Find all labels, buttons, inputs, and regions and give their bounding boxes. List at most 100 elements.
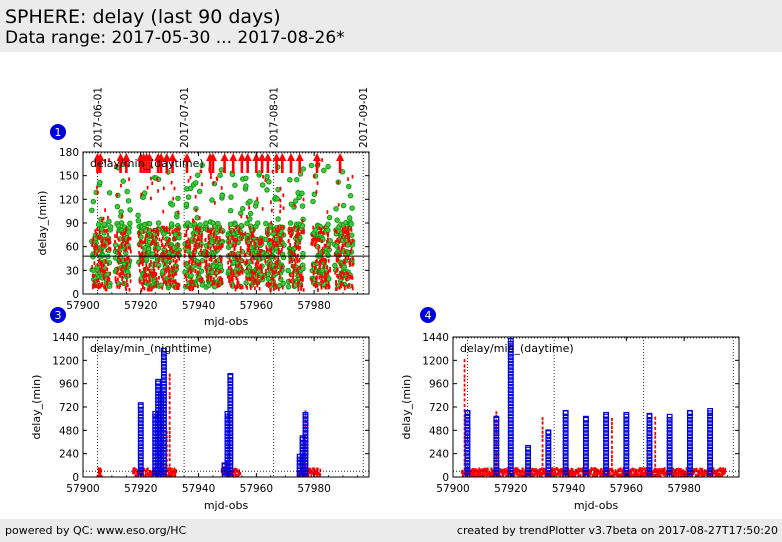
data-point <box>251 232 254 237</box>
data-point <box>344 255 347 260</box>
data-point <box>146 467 149 472</box>
data-point <box>97 249 100 253</box>
data-point <box>160 239 163 243</box>
data-point <box>686 420 693 427</box>
data-point <box>351 276 354 280</box>
data-point <box>160 420 167 427</box>
data-point <box>311 263 314 268</box>
data-point <box>634 471 637 475</box>
data-point <box>538 468 541 473</box>
data-point <box>525 466 532 473</box>
data-point <box>681 474 684 477</box>
data-point <box>328 284 331 289</box>
data-point <box>615 471 618 475</box>
data-point <box>175 265 178 270</box>
data-point <box>545 440 552 446</box>
data-point <box>137 466 144 473</box>
data-point <box>603 443 610 450</box>
data-point <box>227 240 230 245</box>
data-point <box>708 474 711 477</box>
data-point <box>324 258 327 263</box>
data-point <box>603 440 610 446</box>
data-point <box>279 186 282 191</box>
data-point <box>292 268 295 273</box>
data-point <box>152 239 155 244</box>
data-point <box>507 393 514 400</box>
data-point <box>310 474 313 477</box>
data-point <box>571 472 574 476</box>
data-point <box>293 252 295 256</box>
data-point <box>261 238 263 243</box>
data-point <box>121 277 124 282</box>
data-point <box>267 238 270 242</box>
data-point <box>130 249 132 254</box>
data-point <box>169 282 172 287</box>
data-point <box>317 249 320 254</box>
data-point <box>119 283 122 288</box>
data-point <box>94 242 97 247</box>
data-point <box>493 415 500 422</box>
footer-credit[interactable]: powered by QC: www.eso.org/HC <box>5 524 187 537</box>
data-point <box>276 264 278 268</box>
data-point <box>594 474 597 477</box>
data-point <box>507 426 514 433</box>
data-point <box>324 271 327 276</box>
data-point <box>680 468 682 472</box>
data-point <box>279 250 282 254</box>
data-point <box>280 268 282 272</box>
data-point <box>275 232 278 237</box>
data-point <box>311 470 314 475</box>
data-point <box>155 383 162 390</box>
data-point <box>545 466 552 473</box>
overflow-arrow <box>183 153 191 173</box>
data-point <box>507 440 514 446</box>
data-point <box>107 232 109 237</box>
data-point <box>470 471 473 475</box>
data-point <box>474 474 477 477</box>
data-point <box>97 179 103 186</box>
data-point <box>147 287 149 292</box>
data-point <box>168 449 171 453</box>
data-point <box>590 467 593 471</box>
data-point <box>137 463 144 470</box>
data-point <box>168 221 175 227</box>
data-point <box>591 467 594 471</box>
data-point <box>144 474 147 477</box>
data-point <box>165 473 168 477</box>
data-point <box>646 459 653 466</box>
data-point <box>126 256 128 261</box>
data-point <box>168 382 171 386</box>
data-point <box>232 273 235 278</box>
data-point <box>323 264 325 269</box>
data-point <box>251 238 254 243</box>
data-point <box>646 466 653 473</box>
data-point <box>135 474 137 477</box>
data-point <box>160 410 167 417</box>
data-point <box>204 259 207 264</box>
data-point <box>167 244 170 249</box>
data-point <box>674 468 677 472</box>
data-point <box>140 239 143 244</box>
data-point <box>666 449 673 456</box>
data-point <box>227 403 234 410</box>
data-point <box>232 271 235 276</box>
data-point <box>146 280 149 284</box>
data-point <box>183 201 190 207</box>
data-point <box>246 215 248 219</box>
data-point <box>467 470 470 475</box>
data-point <box>582 466 589 473</box>
data-point <box>507 456 514 463</box>
data-point <box>314 241 317 246</box>
data-point <box>320 278 323 283</box>
data-point <box>462 470 464 474</box>
data-point <box>227 260 229 265</box>
data-point <box>686 456 693 463</box>
data-point <box>176 242 179 247</box>
data-point <box>640 473 643 477</box>
data-point <box>297 284 300 289</box>
data-point <box>228 275 231 279</box>
data-point <box>562 416 569 423</box>
data-point <box>198 242 201 247</box>
data-point <box>245 284 248 289</box>
data-point <box>464 453 471 460</box>
